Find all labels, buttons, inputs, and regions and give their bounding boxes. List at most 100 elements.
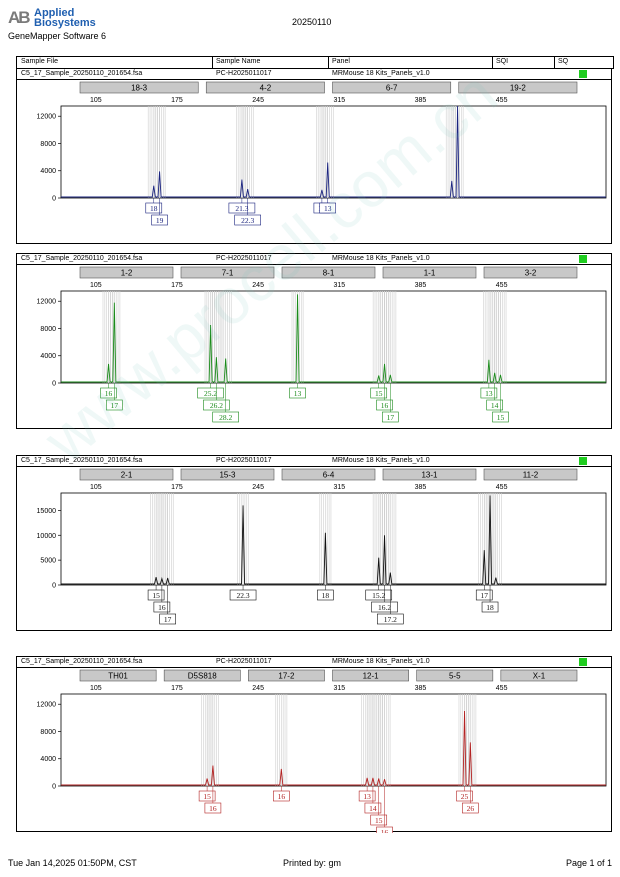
electropherogram-chart: TH01 D5S818 17-2 12-1 5-5 X-1 105 175 245 315 385 4… [37, 669, 607, 833]
allele-label-box[interactable] [376, 826, 393, 833]
col-sample-name: Sample Name [216, 58, 261, 65]
allele-label-box[interactable] [377, 613, 404, 625]
marker-bar[interactable] [382, 468, 477, 481]
allele-label-box[interactable] [364, 802, 382, 814]
x-tick-label: 105 [90, 97, 102, 104]
y-tick-label: 5000 [40, 558, 56, 565]
allele-label: 22.3 [241, 216, 254, 225]
allele-label-box[interactable] [151, 214, 168, 226]
sq-indicator [579, 457, 587, 465]
marker-bar[interactable] [382, 266, 477, 279]
allele-label-box[interactable] [273, 790, 290, 802]
allele-label-box[interactable] [480, 387, 498, 399]
x-tick-label: 245 [252, 484, 264, 491]
allele-label-box[interactable] [382, 411, 399, 423]
marker-bar[interactable] [180, 266, 275, 279]
x-tick-label: 315 [333, 685, 345, 692]
allele-label-box[interactable] [475, 589, 493, 601]
allele-label: 15 [497, 413, 505, 422]
marker-bar[interactable] [483, 266, 578, 279]
allele-label-box[interactable] [365, 589, 393, 601]
plot-frame [60, 693, 607, 787]
allele-label-box[interactable] [106, 399, 123, 411]
allele-label-box[interactable] [212, 411, 239, 423]
allele-label-box[interactable] [197, 387, 224, 399]
marker-bar[interactable] [281, 468, 376, 481]
electropherogram-chart: 2-1 15-3 6-4 13-1 11-2 105 175 245 315 385 455 0 500… [37, 468, 607, 625]
signal-trace [61, 711, 606, 786]
marker-label: 2-1 [121, 471, 133, 480]
marker-bar[interactable] [483, 468, 578, 481]
allele-label-box[interactable] [358, 790, 376, 802]
allele-label: 14 [491, 401, 499, 410]
y-tick-label: 0 [52, 381, 56, 388]
allele-label: 17 [387, 413, 395, 422]
allele-label-box[interactable] [289, 387, 306, 399]
allele-label: 19 [156, 216, 164, 225]
allele-label-box[interactable] [203, 399, 230, 411]
x-tick-label: 175 [171, 282, 183, 289]
marker-bar[interactable] [163, 669, 241, 682]
allele-label-box[interactable] [376, 399, 393, 411]
allele-label-box[interactable] [228, 202, 256, 214]
allele-label-box[interactable] [198, 790, 216, 802]
x-tick-label: 455 [496, 282, 508, 289]
allele-label: 15.2 [372, 591, 385, 600]
allele-label-box[interactable] [492, 411, 509, 423]
plot-frame [60, 290, 607, 384]
marker-bar[interactable] [281, 266, 376, 279]
sample-info-row: C5_17_Sample_20250110_201654.fsa PC-H2025… [17, 657, 611, 668]
marker-bar[interactable] [332, 81, 452, 94]
marker-bar[interactable] [79, 468, 174, 481]
allele-label-box[interactable] [145, 202, 163, 214]
sample-name: PC-H2025011017 [216, 658, 272, 665]
marker-label: 1-1 [424, 269, 436, 278]
allele-label-box[interactable] [147, 589, 165, 601]
y-tick-label: 15000 [37, 508, 57, 515]
marker-bar[interactable] [79, 266, 174, 279]
sq-indicator [579, 658, 587, 666]
marker-bar[interactable] [248, 669, 325, 682]
allele-label-box[interactable] [100, 387, 117, 399]
allele-label-box[interactable] [370, 814, 388, 826]
electropherogram-panel: C5_17_Sample_20250110_201654.fsa PC-H2025… [16, 455, 612, 631]
allele-label-box[interactable] [481, 601, 499, 613]
allele-label-box[interactable] [317, 589, 334, 601]
y-tick-label: 8000 [40, 729, 56, 736]
marker-bar[interactable] [79, 81, 199, 94]
logo-text: Applied Biosystems [34, 7, 96, 29]
marker-bar[interactable] [79, 669, 157, 682]
marker-bar[interactable] [416, 669, 494, 682]
allele-label-box[interactable] [319, 202, 337, 214]
marker-label: 15-3 [219, 471, 236, 480]
allele-label: 13 [485, 389, 493, 398]
allele-label: 16 [278, 792, 286, 801]
allele-label-box[interactable] [371, 601, 398, 613]
allele-label-box[interactable] [153, 601, 171, 613]
marker-bar[interactable] [332, 669, 409, 682]
allele-label: 14 [369, 804, 377, 813]
x-tick-label: 455 [496, 97, 508, 104]
x-tick-label: 245 [252, 282, 264, 289]
allele-label-box[interactable] [159, 613, 176, 625]
allele-label-box[interactable] [462, 802, 479, 814]
allele-label-box[interactable] [234, 214, 261, 226]
marker-bar[interactable] [458, 81, 578, 94]
marker-bar[interactable] [205, 81, 325, 94]
allele-label-box[interactable] [204, 802, 222, 814]
marker-bar[interactable] [500, 669, 578, 682]
marker-bar[interactable] [180, 468, 275, 481]
allele-label-box[interactable] [456, 790, 473, 802]
allele-label: 16.2 [378, 603, 391, 612]
marker-label: 6-4 [323, 471, 335, 480]
marker-label: 12-1 [363, 672, 380, 681]
allele-label: 28.2 [219, 413, 232, 422]
allele-label: 15 [375, 389, 383, 398]
y-tick-label: 4000 [40, 353, 56, 360]
x-tick-label: 175 [171, 97, 183, 104]
allele-label-box[interactable] [229, 589, 257, 601]
allele-label-box[interactable] [486, 399, 503, 411]
allele-label-box[interactable] [370, 387, 388, 399]
marker-label: 13-1 [421, 471, 438, 480]
x-tick-label: 385 [415, 484, 427, 491]
